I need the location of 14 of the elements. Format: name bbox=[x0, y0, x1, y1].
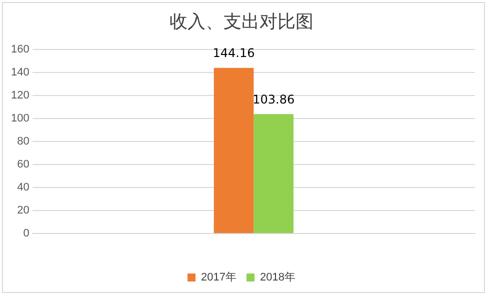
y-tick-label: 20 bbox=[17, 204, 30, 217]
data-label: 103.86 bbox=[252, 92, 295, 106]
y-tick-label: 160 bbox=[10, 44, 30, 56]
y-tick-label: 140 bbox=[10, 66, 30, 79]
y-tick-label: 120 bbox=[10, 90, 30, 102]
y-tick-label: 100 bbox=[10, 112, 30, 125]
legend-label: 2018年 bbox=[260, 272, 296, 284]
y-tick-label: 0 bbox=[23, 228, 30, 240]
legend-label: 2017年 bbox=[201, 272, 237, 284]
y-tick-label: 80 bbox=[17, 136, 30, 148]
y-tick-label: 40 bbox=[17, 182, 30, 194]
chart-title: 收入、支出对比图 bbox=[170, 11, 314, 32]
y-tick-label: 60 bbox=[17, 158, 30, 171]
data-label: 144.16 bbox=[212, 46, 255, 60]
